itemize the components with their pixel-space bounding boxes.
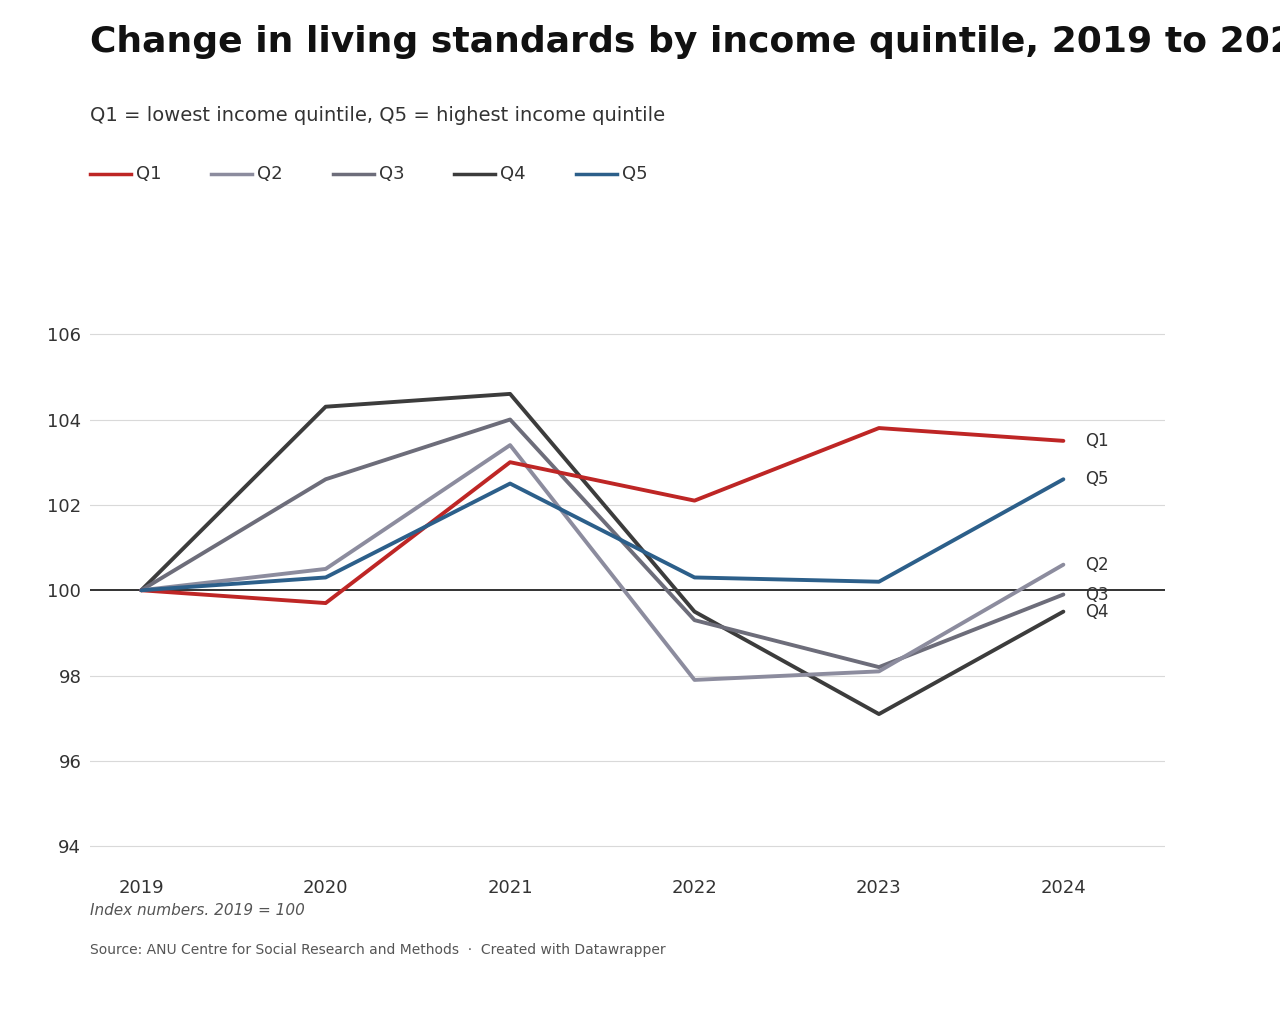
Text: Q2: Q2 (1085, 556, 1110, 574)
Text: Q4: Q4 (1085, 602, 1108, 621)
Text: Source: ANU Centre for Social Research and Methods  ·  Created with Datawrapper: Source: ANU Centre for Social Research a… (90, 943, 666, 958)
Text: Q1: Q1 (1085, 432, 1110, 450)
Text: Q1: Q1 (136, 164, 161, 183)
Text: Q1 = lowest income quintile, Q5 = highest income quintile: Q1 = lowest income quintile, Q5 = highes… (90, 106, 664, 125)
Text: Q5: Q5 (1085, 470, 1108, 488)
Text: Change in living standards by income quintile, 2019 to 2024: Change in living standards by income qui… (90, 25, 1280, 60)
Text: Q5: Q5 (622, 164, 648, 183)
Text: Q3: Q3 (1085, 585, 1110, 603)
Text: Q3: Q3 (379, 164, 404, 183)
Text: Q2: Q2 (257, 164, 283, 183)
Text: Q4: Q4 (500, 164, 526, 183)
Text: Index numbers. 2019 = 100: Index numbers. 2019 = 100 (90, 903, 305, 918)
